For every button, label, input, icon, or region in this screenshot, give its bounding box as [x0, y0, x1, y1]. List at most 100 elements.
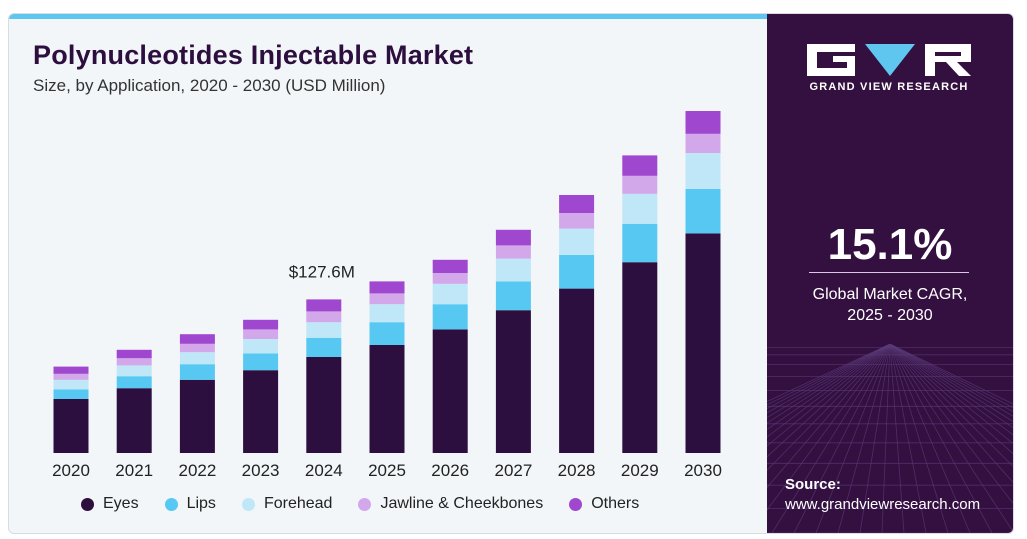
- grid-line: [767, 344, 891, 424]
- legend-label-lips: Lips: [186, 495, 216, 512]
- chart-subtitle: Size, by Application, 2020 - 2030 (USD M…: [33, 76, 386, 95]
- bar-segment-eyes-2021: [116, 388, 152, 453]
- bar-segment-forehead-2029: [622, 193, 658, 224]
- grid-pattern-decoration: [767, 344, 1013, 533]
- stacked-bar-chart: 2020 2021 2022 2023 2024 $127.6M 2025 2026 2027 2…: [52, 111, 722, 480]
- grid-line: [767, 344, 891, 410]
- bar-segment-forehead-2028: [559, 228, 595, 255]
- source-title: Source:: [785, 476, 841, 493]
- x-tick-label-2022: 2022: [178, 461, 216, 480]
- grid-line: [767, 344, 891, 406]
- grid-line: [767, 344, 891, 458]
- bar-segment-jawline-2021: [116, 358, 152, 366]
- data-label-2024: $127.6M: [289, 262, 355, 281]
- bar-segment-forehead-2026: [432, 283, 468, 305]
- grid-line: [889, 344, 971, 533]
- bar-segment-others-2027: [495, 229, 531, 246]
- grid-line: [889, 344, 949, 533]
- bar-segment-others-2025: [369, 281, 405, 294]
- bar-segment-forehead-2030: [685, 153, 721, 189]
- bar-segment-lips-2025: [369, 322, 405, 345]
- grid-line: [889, 344, 1013, 533]
- grid-line: [889, 344, 1013, 444]
- bar-segment-forehead-2020: [53, 379, 89, 390]
- bar-segment-jawline-2030: [685, 133, 721, 153]
- bar-segment-forehead-2023: [243, 339, 279, 354]
- grid-line: [889, 344, 1013, 504]
- bar-segment-others-2030: [685, 111, 721, 134]
- grid-line: [889, 344, 993, 533]
- grid-line: [889, 344, 1013, 483]
- bar-segment-lips-2027: [495, 281, 531, 311]
- legend-item-forehead: Forehead: [241, 495, 333, 513]
- source-link[interactable]: www.grandviewresearch.com: [785, 496, 981, 513]
- bar-segment-jawline-2020: [53, 373, 89, 380]
- grid-line: [767, 344, 891, 414]
- bar-segment-eyes-2026: [432, 329, 468, 453]
- x-tick-label-2027: 2027: [494, 461, 532, 480]
- grid-line: [889, 344, 1013, 408]
- info-sidebar: GRAND VIEW RESEARCH 15.1% Global Market …: [767, 14, 1013, 533]
- cagr-label-line1: Global Market CAGR,: [812, 286, 968, 303]
- bar-segment-lips-2029: [622, 223, 658, 263]
- bar-segment-lips-2030: [685, 189, 721, 234]
- bar-segment-forehead-2024: [306, 322, 342, 338]
- cagr-label-line2: 2025 - 2030: [847, 307, 933, 324]
- legend-item-eyes: Eyes: [81, 495, 139, 513]
- grid-line: [767, 344, 891, 438]
- grid-line: [889, 344, 1013, 422]
- grid-line: [889, 344, 905, 533]
- grid-line: [889, 344, 1013, 467]
- grid-line: [767, 344, 891, 489]
- grid-line: [889, 344, 927, 533]
- bar-segment-forehead-2022: [179, 352, 215, 365]
- cagr-value: 15.1%: [827, 220, 953, 269]
- legend-item-others: Others: [569, 495, 639, 513]
- bar-segment-jawline-2024: [306, 311, 342, 323]
- accent-bar: [9, 14, 767, 19]
- x-tick-label-2021: 2021: [115, 461, 153, 480]
- legend-swatch-jawline: [358, 497, 372, 511]
- x-tick-label-2030: 2030: [684, 461, 722, 480]
- legend-swatch-lips: [164, 497, 178, 511]
- bar-segment-jawline-2027: [495, 245, 531, 259]
- bar-segment-jawline-2029: [622, 175, 658, 194]
- bar-segment-eyes-2027: [495, 310, 531, 453]
- legend-label-eyes: Eyes: [103, 495, 139, 512]
- bar-segment-lips-2028: [559, 255, 595, 289]
- chart-card: Polynucleotides Injectable Market Size, …: [8, 13, 1014, 534]
- bar-segment-others-2022: [179, 334, 215, 344]
- x-tick-label-2024: 2024: [305, 461, 343, 480]
- bar-segment-jawline-2028: [559, 213, 595, 229]
- legend-label-others: Others: [591, 495, 640, 512]
- bar-segment-jawline-2026: [432, 273, 468, 284]
- bar-segment-jawline-2025: [369, 293, 405, 305]
- bar-segment-lips-2024: [306, 337, 342, 357]
- bar-segment-lips-2023: [243, 353, 279, 371]
- legend-item-jawline: Jawline & Cheekbones: [358, 495, 543, 513]
- bar-segment-eyes-2028: [559, 288, 595, 453]
- grid-line: [767, 344, 891, 402]
- grid-line: [889, 344, 1013, 436]
- bar-segment-eyes-2030: [685, 233, 721, 453]
- bar-segment-lips-2021: [116, 376, 152, 389]
- bar-segment-eyes-2020: [53, 399, 89, 453]
- bar-segment-eyes-2024: [306, 357, 342, 453]
- x-tick-label-2025: 2025: [368, 461, 406, 480]
- bar-segment-forehead-2021: [116, 365, 152, 377]
- cagr-divider: [809, 272, 969, 273]
- bar-segment-others-2020: [53, 366, 89, 374]
- legend-label-forehead: Forehead: [263, 495, 333, 512]
- bar-segment-eyes-2023: [243, 370, 279, 453]
- grid-line: [881, 344, 891, 533]
- legend-swatch-others: [569, 497, 583, 511]
- grid-line: [837, 344, 891, 533]
- grid-line: [771, 344, 891, 533]
- x-tick-label-2029: 2029: [621, 461, 659, 480]
- grid-line: [767, 344, 891, 511]
- grid-line: [793, 344, 891, 533]
- grid-line: [889, 344, 1013, 429]
- bar-segment-lips-2022: [179, 364, 215, 380]
- legend-swatch-eyes: [81, 497, 94, 511]
- cagr-label: Global Market CAGR, 2025 - 2030: [767, 284, 1013, 326]
